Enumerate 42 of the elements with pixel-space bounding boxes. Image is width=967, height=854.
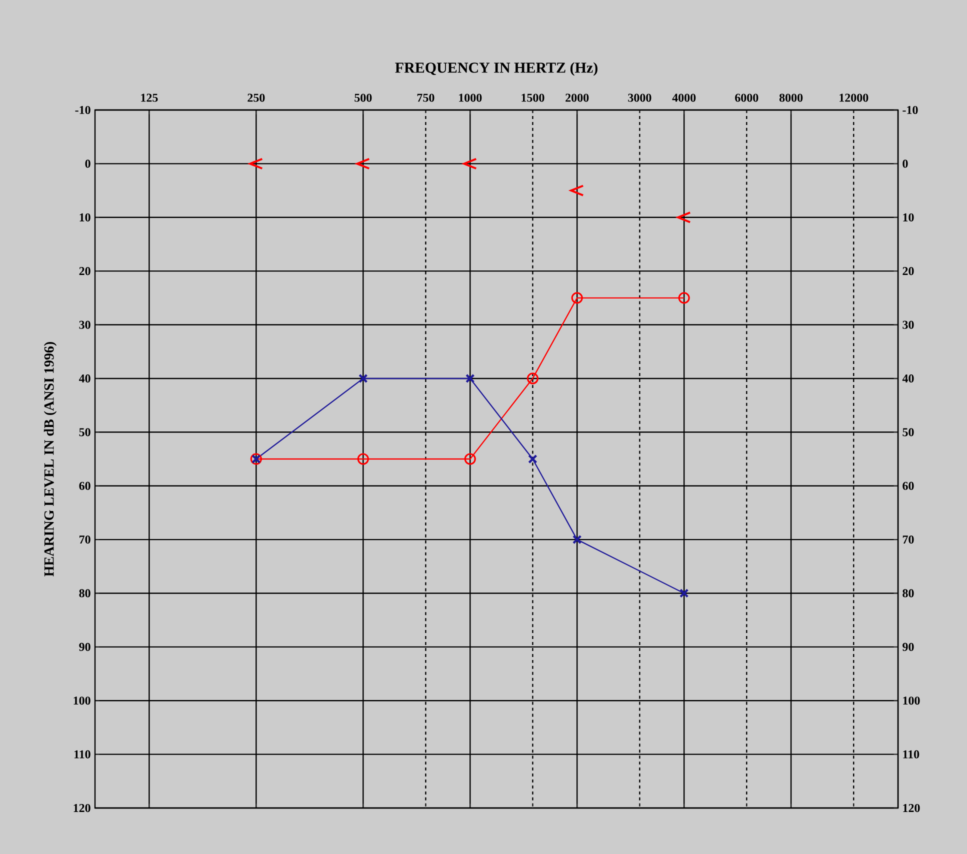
y2-tick-label: 120 xyxy=(903,804,920,812)
x-tick-label: 4000 xyxy=(672,94,696,102)
y-tick-label: 50 xyxy=(79,428,90,436)
y2-tick-label: 30 xyxy=(902,320,914,329)
y2-tick-label: 20 xyxy=(902,267,914,276)
y2-tick-label: -10 xyxy=(902,106,918,114)
y2-tick-label: 80 xyxy=(902,589,914,598)
y-tick-label: 70 xyxy=(79,535,90,544)
y-tick-label: 40 xyxy=(78,374,90,383)
x-tick-label: 8000 xyxy=(779,94,803,102)
y-tick-label: 20 xyxy=(79,267,90,276)
y2-tick-label: 10 xyxy=(903,213,914,222)
y-tick-label: 120 xyxy=(74,804,90,812)
y2-tick-label: 50 xyxy=(902,428,914,436)
x-tick-label: 125 xyxy=(141,94,158,102)
x-tick-label: 500 xyxy=(354,94,372,102)
y2-tick-label: 100 xyxy=(903,696,920,705)
y-tick-label: 110 xyxy=(74,750,90,758)
y-tick-label: 80 xyxy=(79,589,90,598)
x-tick-label: 250 xyxy=(248,94,265,102)
y2-tick-label: 110 xyxy=(903,750,920,758)
y-tick-label: 0 xyxy=(85,160,90,168)
y-axis-title: HEARING LEVEL IN dB (ANSI 1996) xyxy=(44,342,57,576)
y-tick-label: 10 xyxy=(80,213,90,222)
y2-tick-label: 70 xyxy=(902,535,914,544)
x-tick-label: 6000 xyxy=(735,94,758,102)
x-tick-label: 2000 xyxy=(566,94,589,102)
y-tick-label: 30 xyxy=(79,320,90,329)
x-tick-label: 12000 xyxy=(840,94,868,102)
x-tick-label: 1000 xyxy=(459,94,482,102)
y2-tick-label: 60 xyxy=(902,482,914,490)
y2-tick-label: 90 xyxy=(902,642,914,651)
y-tick-label: 100 xyxy=(74,696,90,705)
x-tick-label: 3000 xyxy=(628,94,652,102)
y2-tick-label: 0 xyxy=(902,160,908,168)
y2-tick-label: 40 xyxy=(902,374,914,383)
x-tick-label: 1500 xyxy=(522,94,544,102)
y-tick-label: 60 xyxy=(79,482,90,490)
y-tick-label: 90 xyxy=(79,642,90,651)
y-tick-label: -10 xyxy=(75,106,90,114)
x-tick-label: 750 xyxy=(417,94,434,102)
x-axis-title: FREQUENCY IN HERTZ (Hz) xyxy=(395,62,598,76)
